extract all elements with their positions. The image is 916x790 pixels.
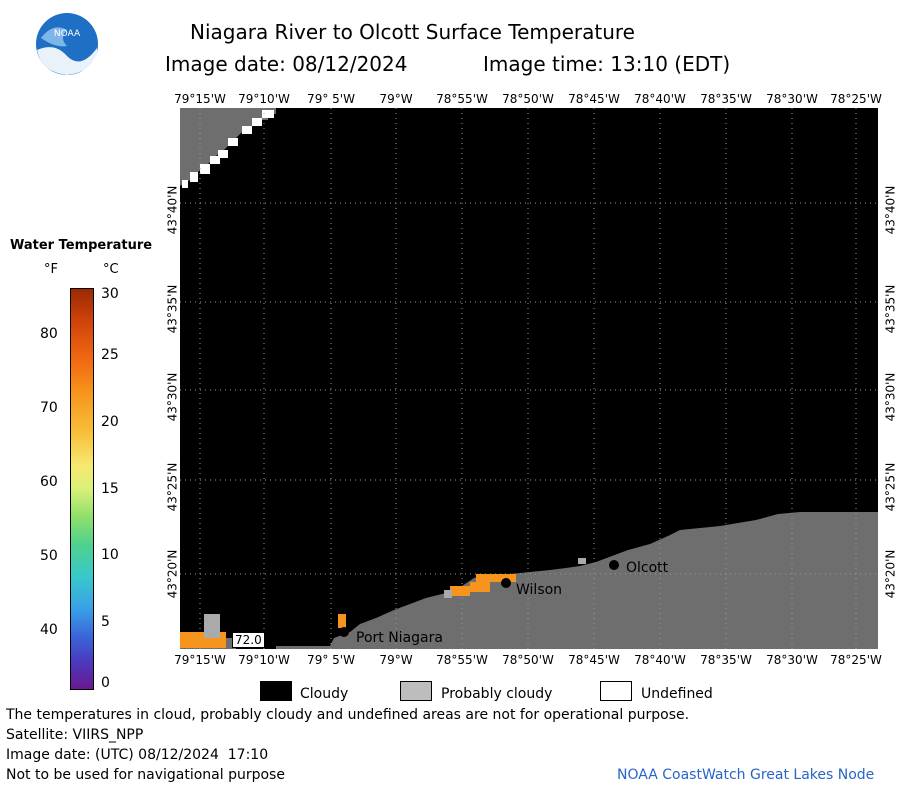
lat-tick-left: 43°25'N [165, 462, 180, 512]
scale-f-tick: 50 [40, 548, 58, 564]
lon-tick-top: 78°55'W [436, 92, 488, 106]
legend-label-probably-cloudy: Probably cloudy [441, 686, 553, 702]
undefined-pixels-northwest [182, 110, 274, 188]
lon-tick-top: 78°35'W [700, 92, 752, 106]
temperature-readout: 72.0 [232, 632, 265, 648]
place-label-wilson: Wilson [516, 582, 563, 598]
scale-unit-f: °F [44, 262, 58, 277]
place-label-olcott: Olcott [626, 560, 669, 576]
probably-cloudy-patch [204, 614, 220, 638]
lon-tick-bottom: 78°35'W [700, 653, 752, 667]
noaa-logo: NOAA [35, 12, 99, 76]
footer-utc-date: Image date: (UTC) 08/12/2024 17:10 [6, 747, 269, 763]
image-time: Image time: 13:10 (EDT) [483, 52, 731, 76]
scale-f-tick: 80 [40, 326, 58, 342]
scale-c-tick: 0 [101, 675, 110, 691]
legend-swatch-probably-cloudy [400, 681, 432, 701]
footer-satellite: Satellite: VIIRS_NPP [6, 727, 144, 743]
lat-tick-left: 43°30'N [165, 372, 180, 422]
lon-tick-bottom: 79°15'W [174, 653, 226, 667]
lon-tick-bottom: 78°25'W [830, 653, 882, 667]
lat-tick-right: 43°35'N [883, 284, 898, 334]
temperature-colorbar [70, 288, 94, 690]
lon-tick-top: 78°30'W [766, 92, 818, 106]
lon-tick-bottom: 79°W [379, 653, 413, 667]
lat-tick-right: 43°40'N [883, 185, 898, 235]
legend-label-undefined: Undefined [641, 686, 713, 702]
lat-tick-left: 43°35'N [165, 284, 180, 334]
legend-swatch-cloudy [260, 681, 292, 701]
lon-tick-top: 79°10'W [238, 92, 290, 106]
scale-c-tick: 30 [101, 286, 119, 302]
port-niagara-marker [339, 627, 349, 637]
legend-swatch-undefined [600, 681, 632, 701]
probably-cloudy-patch [578, 558, 586, 564]
scale-f-tick: 40 [40, 622, 58, 638]
lat-tick-left: 43°40'N [165, 185, 180, 235]
scale-title: Water Temperature [10, 238, 153, 253]
scale-c-tick: 20 [101, 414, 119, 430]
lon-tick-top: 79° 5'W [307, 92, 355, 106]
lon-tick-bottom: 78°50'W [502, 653, 554, 667]
lon-tick-bottom: 78°30'W [766, 653, 818, 667]
olcott-marker [609, 560, 619, 570]
page-title: Niagara River to Olcott Surface Temperat… [190, 20, 635, 44]
footer-node-credit: NOAA CoastWatch Great Lakes Node [617, 767, 875, 783]
scale-c-tick: 5 [101, 614, 110, 630]
lon-tick-bottom: 79° 5'W [307, 653, 355, 667]
wilson-marker [501, 578, 511, 588]
scale-f-tick: 70 [40, 400, 58, 416]
lat-tick-right: 43°20'N [883, 549, 898, 599]
lat-tick-left: 43°20'N [165, 549, 180, 599]
lon-tick-top: 79°15'W [174, 92, 226, 106]
lat-tick-right: 43°30'N [883, 372, 898, 422]
lat-tick-right: 43°25'N [883, 462, 898, 512]
lon-tick-bottom: 78°45'W [568, 653, 620, 667]
footer-note: The temperatures in cloud, probably clou… [6, 707, 690, 723]
lon-tick-top: 78°45'W [568, 92, 620, 106]
lon-tick-bottom: 79°10'W [238, 653, 290, 667]
lon-tick-top: 78°25'W [830, 92, 882, 106]
lon-tick-top: 78°40'W [634, 92, 686, 106]
scale-c-tick: 25 [101, 347, 119, 363]
scale-c-tick: 10 [101, 547, 119, 563]
image-date: Image date: 08/12/2024 [165, 52, 408, 76]
probably-cloudy-patch [444, 590, 452, 598]
scale-c-tick: 15 [101, 481, 119, 497]
scale-unit-c: °C [103, 262, 119, 277]
place-label-port-niagara: Port Niagara [356, 630, 443, 646]
graticule [180, 108, 878, 649]
lon-tick-top: 78°50'W [502, 92, 554, 106]
logo-text: NOAA [54, 29, 81, 39]
footer-nav-warning: Not to be used for navigational purpose [6, 767, 285, 783]
land-new-york [180, 512, 878, 649]
lon-tick-bottom: 78°55'W [436, 653, 488, 667]
scale-f-tick: 60 [40, 474, 58, 490]
lon-tick-top: 79°W [379, 92, 413, 106]
legend-label-cloudy: Cloudy [300, 686, 349, 702]
lon-tick-bottom: 78°40'W [634, 653, 686, 667]
map-image: Olcott Wilson Port Niagara 72.0 [180, 108, 878, 649]
